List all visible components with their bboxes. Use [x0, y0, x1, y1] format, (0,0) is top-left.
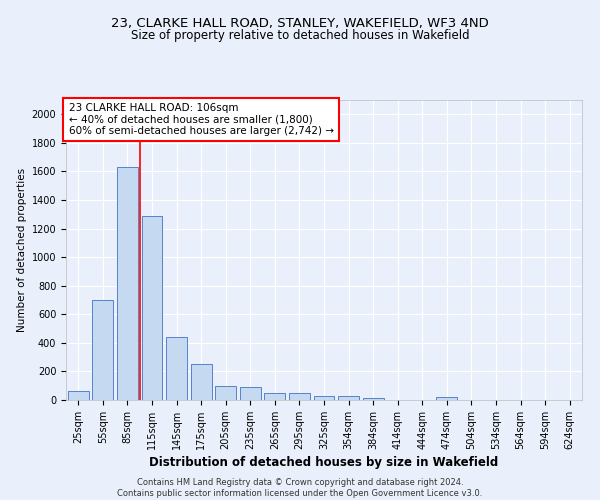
Bar — [265, 393, 286, 400]
Y-axis label: Number of detached properties: Number of detached properties — [17, 168, 28, 332]
Bar — [68, 390, 89, 400]
Bar — [215, 386, 236, 400]
Bar — [191, 364, 212, 400]
Bar — [436, 397, 457, 400]
Text: 23, CLARKE HALL ROAD, STANLEY, WAKEFIELD, WF3 4ND: 23, CLARKE HALL ROAD, STANLEY, WAKEFIELD… — [111, 18, 489, 30]
Text: Size of property relative to detached houses in Wakefield: Size of property relative to detached ho… — [131, 29, 469, 42]
X-axis label: Distribution of detached houses by size in Wakefield: Distribution of detached houses by size … — [149, 456, 499, 469]
Bar — [314, 396, 334, 400]
Bar — [117, 167, 138, 400]
Bar — [338, 396, 359, 400]
Text: 23 CLARKE HALL ROAD: 106sqm
← 40% of detached houses are smaller (1,800)
60% of : 23 CLARKE HALL ROAD: 106sqm ← 40% of det… — [68, 103, 334, 136]
Bar — [166, 337, 187, 400]
Bar — [92, 300, 113, 400]
Bar — [362, 398, 383, 400]
Bar — [142, 216, 163, 400]
Bar — [289, 393, 310, 400]
Text: Contains HM Land Registry data © Crown copyright and database right 2024.
Contai: Contains HM Land Registry data © Crown c… — [118, 478, 482, 498]
Bar — [240, 387, 261, 400]
